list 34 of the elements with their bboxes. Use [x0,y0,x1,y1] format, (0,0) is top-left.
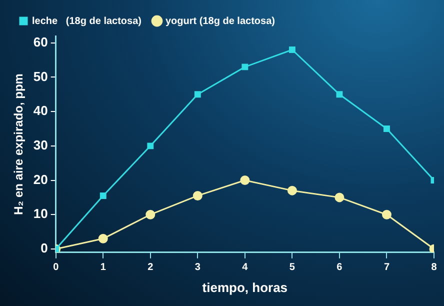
x-tick-label: 5 [289,262,296,274]
y-tick-label: 20 [33,172,48,187]
y-tick-label: 40 [33,103,48,118]
y-tick-label: 30 [33,137,48,152]
legend-label: leche (18g de lactosa) [32,16,142,27]
y-tick-label: 60 [33,34,48,50]
point [98,234,108,244]
x-tick-label: 7 [384,262,390,274]
x-axis-title: tiempo, horas [202,280,288,295]
point [384,126,390,132]
point [336,91,343,98]
point [242,64,248,70]
point [334,192,344,202]
point [382,210,392,220]
y-tick-label: 10 [33,206,48,222]
x-tick-label: 4 [242,262,248,274]
point [147,142,154,150]
legend-label: yogurt (18g de lactosa) [165,16,275,27]
y-axis-title: H₂ en aire expirado, ppm [12,74,26,215]
y-tick-label: 50 [33,68,48,84]
point [240,176,250,186]
x-tick-label: 2 [148,262,154,274]
x-tick-label: 1 [100,262,106,274]
point [194,91,201,98]
point [146,210,156,220]
point [287,186,297,196]
point [192,190,202,200]
x-tick-label: 0 [53,262,60,274]
x-tick-label: 6 [336,262,343,274]
x-tick-label: 8 [431,262,438,274]
y-tick-label: 0 [40,240,48,256]
point [100,192,106,199]
x-tick-label: 3 [194,262,201,274]
point [288,46,296,53]
